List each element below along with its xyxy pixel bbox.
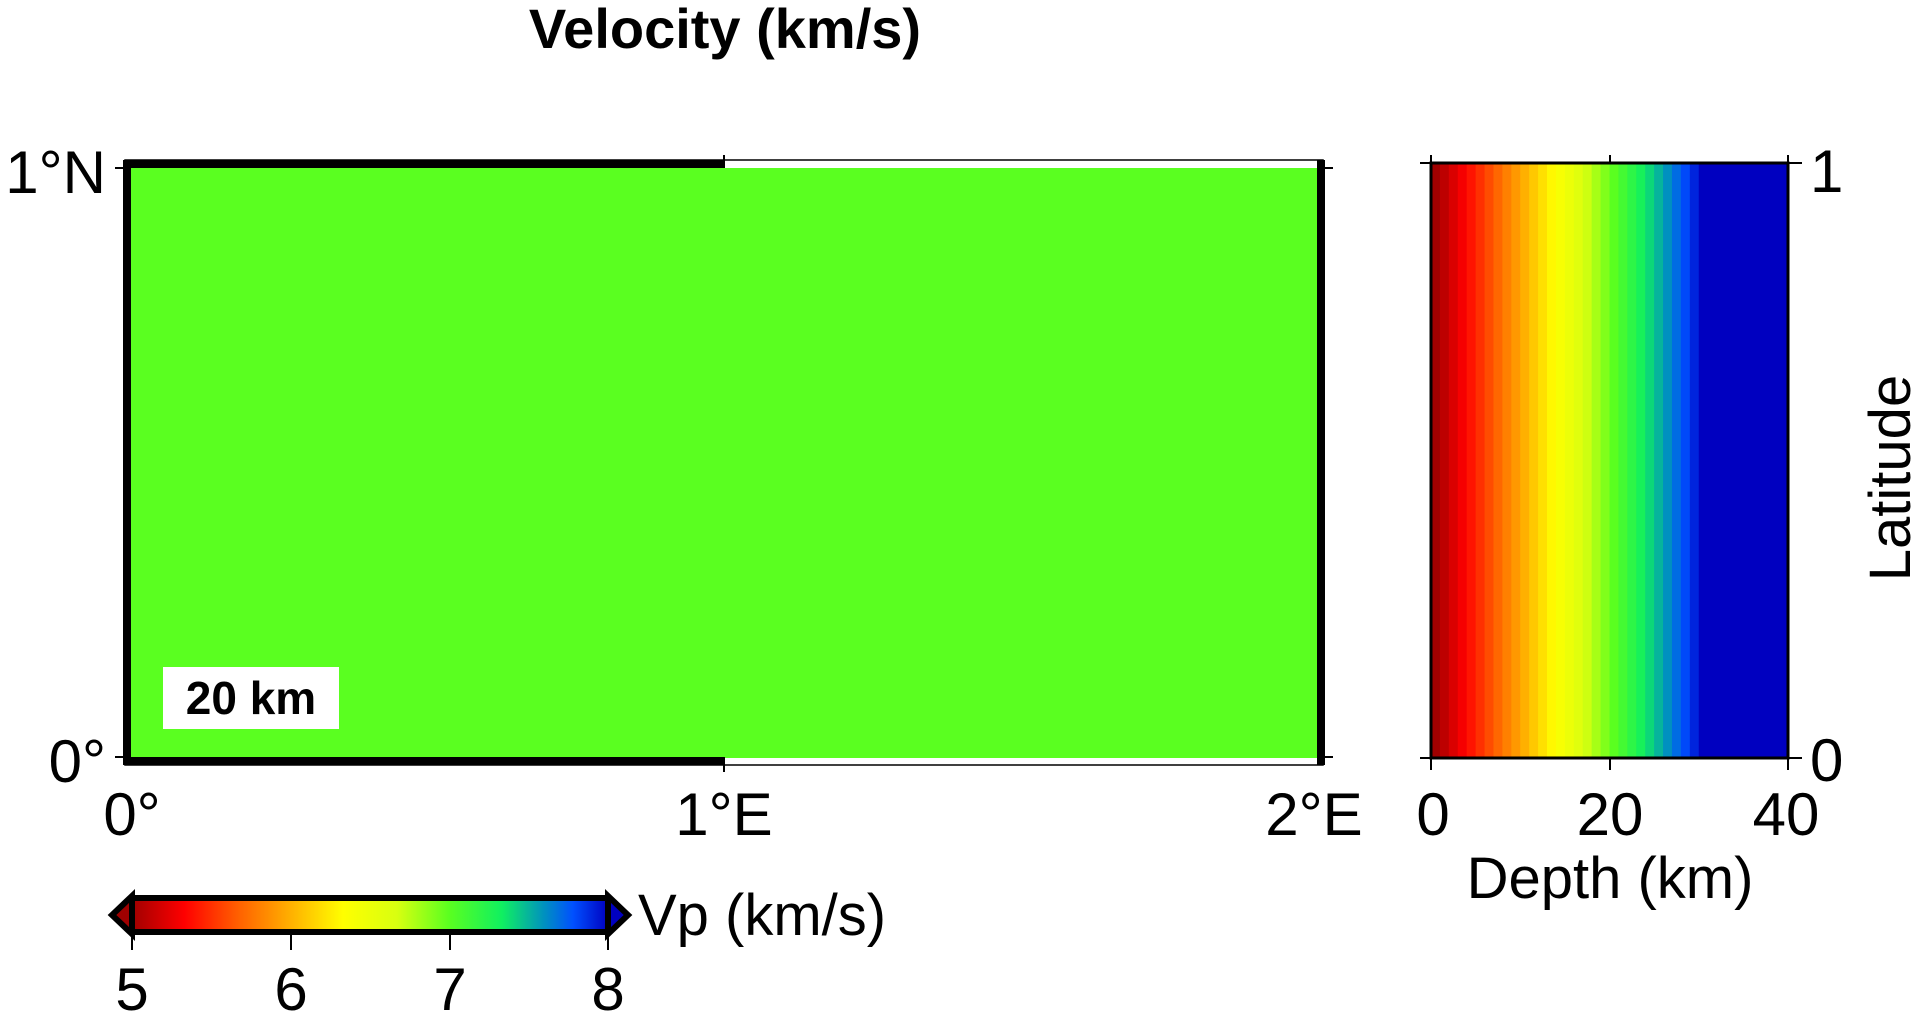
- depth-band: [1743, 163, 1753, 758]
- depth-band: [1779, 163, 1789, 758]
- depth-band: [1564, 163, 1575, 758]
- depth-band: [1547, 163, 1557, 758]
- y-axis-label: Latitude: [1858, 375, 1920, 581]
- frame-bar-right-black: [1317, 160, 1325, 765]
- frame-bar-left-black: [123, 160, 131, 765]
- depth-label-box: [163, 667, 339, 729]
- depth-band: [1511, 163, 1521, 758]
- depth-band: [1600, 163, 1611, 758]
- depth-band: [1439, 163, 1450, 758]
- x-tick-label: 0: [1416, 781, 1449, 848]
- depth-band: [1752, 163, 1762, 758]
- x-tick-label: 20: [1577, 781, 1644, 848]
- depth-band: [1466, 163, 1477, 758]
- colorbar-tick-label: 8: [591, 956, 624, 1013]
- depth-band: [1716, 163, 1727, 758]
- depth-band: [1502, 163, 1512, 758]
- depth-band: [1707, 163, 1718, 758]
- depth-band: [1520, 163, 1530, 758]
- depth-band: [1627, 163, 1637, 758]
- depth-bands: [1431, 163, 1789, 758]
- depth-band: [1457, 163, 1468, 758]
- depth-band: [1734, 163, 1744, 758]
- x-tick-label: 0°: [103, 781, 160, 848]
- depth-band: [1475, 163, 1486, 758]
- depth-band: [1725, 163, 1736, 758]
- depth-band: [1538, 163, 1548, 758]
- depth-band: [1529, 163, 1539, 758]
- y-tick-label: 1°N: [5, 139, 106, 206]
- depth-band: [1689, 163, 1700, 758]
- map-fill: [131, 168, 1317, 758]
- depth-band: [1431, 163, 1441, 758]
- depth-band: [1591, 163, 1602, 758]
- depth-band: [1761, 163, 1771, 758]
- colorbar: 5 6 7 8 Vp (km/s): [107, 883, 886, 1013]
- colorbar-tick-label: 7: [433, 956, 466, 1013]
- depth-band: [1448, 163, 1459, 758]
- depth-band: [1484, 163, 1495, 758]
- chart-title: Velocity (km/s): [529, 0, 921, 60]
- depth-band: [1680, 163, 1691, 758]
- depth-band: [1573, 163, 1584, 758]
- depth-band: [1770, 163, 1780, 758]
- colorbar-label: Vp (km/s): [638, 883, 886, 948]
- colorbar-tick-label: 6: [274, 956, 307, 1013]
- depth-band: [1582, 163, 1593, 758]
- frame-bar-bottom-black: [125, 757, 724, 765]
- depth-band: [1645, 163, 1655, 758]
- x-tick-label: 2°E: [1265, 781, 1362, 848]
- colorbar-tick-label: 5: [115, 956, 148, 1013]
- depth-band: [1698, 163, 1709, 758]
- depth-band: [1663, 163, 1673, 758]
- depth-band: [1555, 163, 1566, 758]
- x-axis-label: Depth (km): [1467, 846, 1754, 911]
- depth-section-panel: 1 0 0 20 40 Depth (km) Latitude: [1416, 138, 1920, 911]
- depth-band: [1671, 163, 1682, 758]
- frame-bar-top-black: [125, 160, 724, 168]
- map-panel: 1°N 0° 0° 1°E 2°E 20 km: [5, 139, 1362, 848]
- depth-label: 20 km: [186, 672, 316, 724]
- colorbar-gradient: [129, 895, 611, 935]
- y-tick-label: 0°: [49, 728, 106, 795]
- depth-band: [1493, 163, 1503, 758]
- depth-band: [1654, 163, 1664, 758]
- x-tick-label: 1°E: [675, 781, 772, 848]
- x-tick-label: 40: [1753, 781, 1820, 848]
- depth-band: [1618, 163, 1628, 758]
- depth-band: [1609, 163, 1620, 758]
- y-tick-label: 1: [1810, 138, 1843, 205]
- depth-band: [1636, 163, 1646, 758]
- y-tick-label: 0: [1810, 727, 1843, 794]
